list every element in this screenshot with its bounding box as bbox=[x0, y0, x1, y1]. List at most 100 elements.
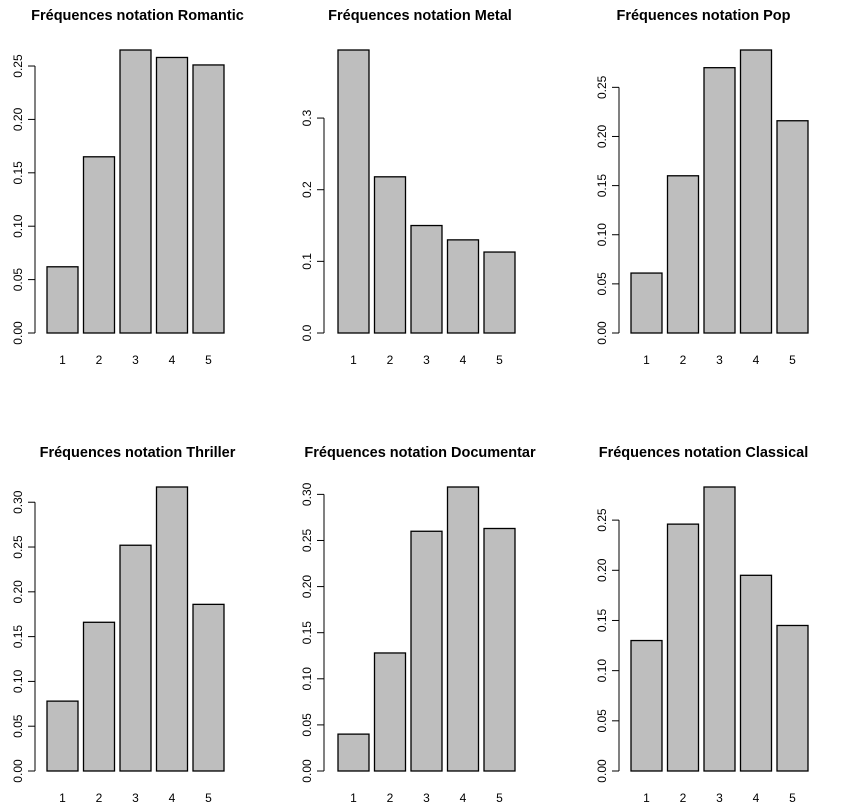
x-tick-label: 3 bbox=[132, 791, 139, 805]
x-tick-label: 3 bbox=[716, 353, 723, 367]
y-tick-label: 0.05 bbox=[595, 709, 609, 733]
y-tick-label: 0.05 bbox=[11, 268, 25, 292]
x-tick-label: 3 bbox=[423, 353, 430, 367]
bar-5 bbox=[192, 64, 225, 334]
y-tick-label: 0.20 bbox=[11, 580, 25, 604]
chart-title: Fréquences notation Pop bbox=[616, 8, 791, 24]
x-tick-label: 3 bbox=[716, 791, 723, 805]
bar-3 bbox=[703, 67, 736, 334]
x-tick-label: 4 bbox=[169, 791, 176, 805]
y-tick-label: 0.15 bbox=[11, 161, 25, 185]
chart-title: Fréquences notation Documentar bbox=[304, 445, 536, 461]
bar-5 bbox=[192, 603, 225, 772]
bar-2 bbox=[82, 156, 116, 334]
y-tick-label: 0.10 bbox=[595, 223, 609, 247]
x-tick-label: 1 bbox=[350, 791, 357, 805]
y-tick-label: 0.20 bbox=[11, 107, 25, 131]
bar-2 bbox=[373, 652, 407, 772]
bar-1 bbox=[630, 272, 663, 334]
bar-5 bbox=[483, 251, 516, 334]
x-tick-label: 3 bbox=[423, 791, 430, 805]
bar-2 bbox=[82, 621, 116, 772]
x-tick-label: 3 bbox=[132, 353, 139, 367]
y-tick-label: 0.15 bbox=[595, 174, 609, 198]
y-tick-label: 0.25 bbox=[595, 508, 609, 532]
y-tick-label: 0.0 bbox=[300, 324, 314, 341]
x-tick-label: 4 bbox=[753, 353, 760, 367]
y-tick-label: 0.10 bbox=[11, 214, 25, 238]
bar-4 bbox=[155, 56, 189, 334]
x-tick-label: 2 bbox=[680, 353, 687, 367]
chart-title: Fréquences notation Romantic bbox=[31, 8, 244, 24]
bar-3 bbox=[410, 530, 443, 772]
y-tick-label: 0.20 bbox=[595, 124, 609, 148]
x-tick-label: 1 bbox=[350, 353, 357, 367]
y-tick-label: 0.1 bbox=[300, 253, 314, 270]
bar-5 bbox=[776, 120, 809, 334]
y-tick-label: 0.10 bbox=[595, 659, 609, 683]
chart-panel-romantic: Fréquences notation Romantic 1 2 3 4 5 0.00 0.… bbox=[0, 0, 275, 375]
y-tick-label: 0.00 bbox=[595, 321, 609, 345]
bar-3 bbox=[119, 49, 152, 334]
chart-panel-classical: Fréquences notation Classical 1 2 3 4 5 0.00 0… bbox=[565, 433, 842, 808]
x-tick-label: 1 bbox=[643, 353, 650, 367]
bar-3 bbox=[703, 486, 736, 772]
x-tick-label: 2 bbox=[96, 353, 103, 367]
bar-4 bbox=[155, 486, 189, 772]
bar-2 bbox=[666, 523, 700, 772]
bar-chart-classical: 1 2 3 4 5 0.00 0.05 0.10 0.15 0.20 0.25 bbox=[595, 486, 809, 805]
y-tick-label: 0.10 bbox=[11, 669, 25, 693]
bar-5 bbox=[483, 527, 516, 772]
y-tick-label: 0.05 bbox=[595, 272, 609, 296]
x-tick-label: 5 bbox=[789, 791, 796, 805]
chart-title: Fréquences notation Metal bbox=[328, 8, 512, 24]
y-tick-label: 0.00 bbox=[595, 759, 609, 783]
bar-5 bbox=[776, 624, 809, 772]
y-tick-label: 0.20 bbox=[300, 575, 314, 599]
x-tick-label: 1 bbox=[59, 791, 66, 805]
x-tick-label: 2 bbox=[387, 353, 394, 367]
chart-panel-pop: Fréquences notation Pop 1 2 3 4 5 0.00 0.05 0.1… bbox=[565, 0, 842, 375]
chart-panel-thriller: Fréquences notation Thriller 1 2 3 4 5 0.00 0.… bbox=[0, 433, 275, 808]
y-tick-label: 0.00 bbox=[300, 759, 314, 783]
bar-4 bbox=[739, 574, 773, 772]
y-tick-label: 0.25 bbox=[11, 535, 25, 559]
y-tick-label: 0.2 bbox=[300, 181, 314, 198]
bar-1 bbox=[46, 266, 79, 334]
y-tick-label: 0.30 bbox=[11, 490, 25, 514]
y-tick-label: 0.25 bbox=[11, 54, 25, 78]
y-tick-label: 0.15 bbox=[300, 621, 314, 645]
x-tick-label: 1 bbox=[643, 791, 650, 805]
y-tick-label: 0.00 bbox=[11, 759, 25, 783]
bar-1 bbox=[630, 639, 663, 772]
y-tick-label: 0.15 bbox=[11, 625, 25, 649]
y-tick-label: 0.05 bbox=[11, 714, 25, 738]
x-tick-label: 2 bbox=[96, 791, 103, 805]
bar-1 bbox=[337, 733, 370, 772]
bar-2 bbox=[666, 175, 700, 334]
bar-chart-romantic: 1 2 3 4 5 0.00 0.05 0.10 0.15 0.20 0.25 bbox=[11, 49, 225, 367]
chart-title: Fréquences notation Thriller bbox=[39, 445, 236, 461]
chart-panel-metal: Fréquences notation Metal 1 2 3 4 5 0.0 0.1 0.2… bbox=[275, 0, 565, 375]
y-tick-label: 0.3 bbox=[300, 109, 314, 126]
bar-3 bbox=[119, 544, 152, 772]
x-tick-label: 2 bbox=[680, 791, 687, 805]
x-tick-label: 5 bbox=[205, 353, 212, 367]
bar-chart-thriller: 1 2 3 4 5 0.00 0.05 0.10 0.15 0.20 0.25 0.30 bbox=[11, 486, 225, 805]
bar-4 bbox=[739, 49, 773, 334]
y-tick-label: 0.20 bbox=[595, 558, 609, 582]
x-tick-label: 1 bbox=[59, 353, 66, 367]
x-tick-label: 4 bbox=[460, 791, 467, 805]
x-tick-label: 5 bbox=[496, 791, 503, 805]
bar-3 bbox=[410, 224, 443, 334]
y-tick-label: 0.30 bbox=[300, 482, 314, 506]
bar-1 bbox=[337, 49, 370, 334]
y-tick-label: 0.00 bbox=[11, 321, 25, 345]
y-tick-label: 0.10 bbox=[300, 667, 314, 691]
x-tick-label: 4 bbox=[753, 791, 760, 805]
x-tick-label: 4 bbox=[460, 353, 467, 367]
bar-1 bbox=[46, 700, 79, 772]
y-tick-label: 0.05 bbox=[300, 713, 314, 737]
x-tick-label: 5 bbox=[789, 353, 796, 367]
